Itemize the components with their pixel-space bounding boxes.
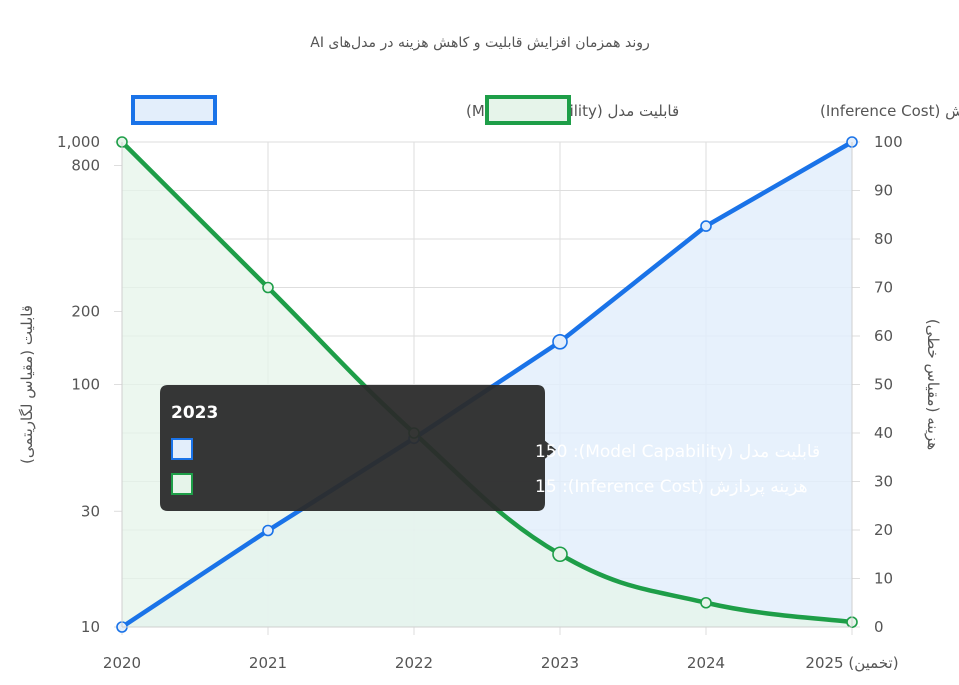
data-point-2 — [700, 596, 712, 609]
data-point-1 — [262, 524, 274, 537]
tooltip: 2023 قابلیت مدل (Model Capability): 150 هز… — [160, 385, 820, 511]
y-right-tick-label: 40 — [874, 424, 893, 442]
series-area-1 — [122, 142, 852, 627]
tooltip-title: 2023 — [171, 403, 218, 423]
data-point-2 — [552, 546, 568, 563]
data-point-1 — [700, 220, 712, 232]
legend-label: هزینه پردازش (Inference Cost) — [820, 102, 959, 121]
x-tick-label: 2025 (تخمین) — [805, 654, 898, 672]
y-left-tick-label: 200 — [71, 303, 100, 321]
axes: 2020 2021 2022 2023 2024 2025 (تخمین) 0 10 20 30 4… — [57, 133, 903, 672]
legend-swatch — [485, 95, 571, 125]
y-right-tick-label: 70 — [874, 279, 893, 297]
data-point-2 — [262, 281, 274, 294]
x-tick-label: 2020 — [103, 654, 141, 672]
y-right-tick-label: 20 — [874, 521, 893, 539]
x-tick-label: 2024 — [687, 654, 725, 672]
y-axis-right-label: هزینه (مقیاس خطی) — [924, 319, 942, 450]
legend: قابلیت مدل (Model Capability)هزینه پرداز… — [131, 95, 959, 125]
data-point-1 — [552, 333, 568, 350]
y-right-tick-label: 0 — [874, 618, 884, 636]
x-tick-label: 2023 — [541, 654, 579, 672]
tooltip-swatch — [171, 438, 193, 460]
y-left-tick-label: 30 — [81, 502, 100, 520]
tooltip-box — [160, 385, 556, 511]
tooltip-line: قابلیت مدل (Model Capability): 150 — [535, 442, 820, 462]
y-axis-left-label: قابلیت (مقیاس لگاریتمی) — [18, 305, 36, 464]
y-left-tick-label: 10 — [81, 618, 100, 636]
tooltip-line: هزینه پردازش (Inference Cost): 15 — [535, 477, 808, 497]
y-right-tick-label: 30 — [874, 473, 893, 491]
legend-swatch — [131, 95, 217, 125]
y-right-tick-label: 60 — [874, 327, 893, 345]
y-left-tick-label: 800 — [71, 157, 100, 175]
y-left-tick-label: 100 — [71, 376, 100, 394]
y-left-tick-label: 1,000 — [57, 133, 100, 151]
x-tick-label: 2022 — [395, 654, 433, 672]
y-right-tick-label: 50 — [874, 376, 893, 394]
y-right-tick-label: 100 — [874, 133, 903, 151]
x-tick-label: 2021 — [249, 654, 287, 672]
y-right-tick-label: 80 — [874, 230, 893, 248]
y-right-tick-label: 90 — [874, 182, 893, 200]
chart-title: روند همزمان افزایش قابلیت و کاهش هزینه د… — [310, 35, 649, 51]
y-right-tick-label: 10 — [874, 570, 893, 588]
tooltip-swatch — [171, 473, 193, 495]
